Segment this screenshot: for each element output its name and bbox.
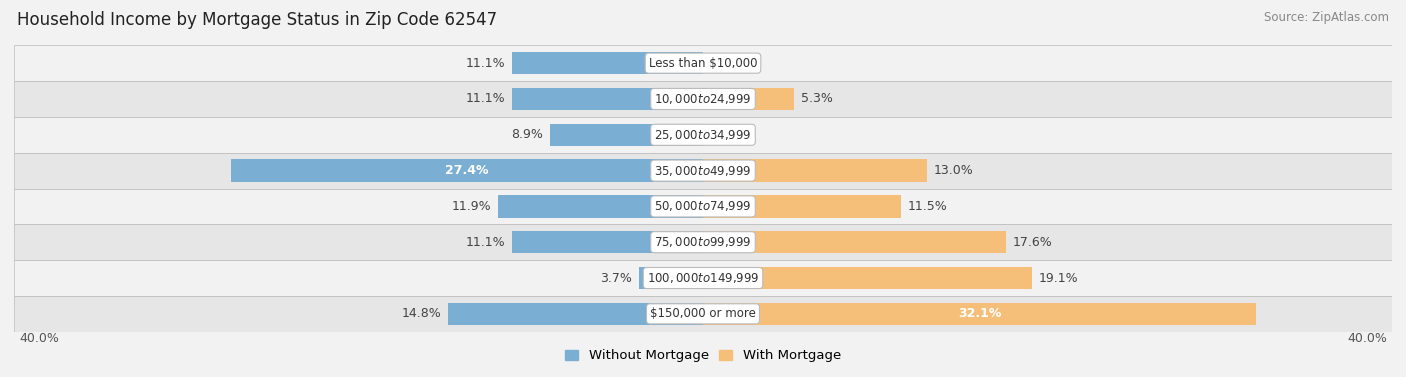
Text: $150,000 or more: $150,000 or more [650, 307, 756, 320]
Bar [640, 267, 703, 289]
Text: 11.1%: 11.1% [465, 92, 505, 106]
Text: 11.9%: 11.9% [451, 200, 491, 213]
Text: $100,000 to $149,999: $100,000 to $149,999 [647, 271, 759, 285]
Bar [703, 159, 927, 182]
Text: 14.8%: 14.8% [402, 307, 441, 320]
Bar [14, 117, 1392, 153]
Text: $25,000 to $34,999: $25,000 to $34,999 [654, 128, 752, 142]
Bar [14, 81, 1392, 117]
Text: 27.4%: 27.4% [446, 164, 489, 177]
Bar [14, 188, 1392, 224]
Bar [512, 52, 703, 74]
Text: 3.7%: 3.7% [600, 271, 633, 285]
Bar [14, 260, 1392, 296]
Text: 13.0%: 13.0% [934, 164, 973, 177]
Bar [498, 195, 703, 218]
Text: 11.5%: 11.5% [908, 200, 948, 213]
Bar [14, 153, 1392, 188]
Bar [512, 88, 703, 110]
Bar [14, 45, 1392, 81]
Text: 11.1%: 11.1% [465, 236, 505, 249]
Text: 11.1%: 11.1% [465, 57, 505, 70]
Bar [512, 231, 703, 253]
Bar [14, 296, 1392, 332]
Bar [703, 231, 1007, 253]
Text: 19.1%: 19.1% [1039, 271, 1078, 285]
Text: 40.0%: 40.0% [20, 332, 59, 345]
Bar [14, 224, 1392, 260]
Text: $10,000 to $24,999: $10,000 to $24,999 [654, 92, 752, 106]
Text: 0.0%: 0.0% [710, 128, 742, 141]
Text: $35,000 to $49,999: $35,000 to $49,999 [654, 164, 752, 178]
Bar [449, 303, 703, 325]
Text: Source: ZipAtlas.com: Source: ZipAtlas.com [1264, 11, 1389, 24]
Text: 5.3%: 5.3% [801, 92, 832, 106]
Text: Household Income by Mortgage Status in Zip Code 62547: Household Income by Mortgage Status in Z… [17, 11, 496, 29]
Bar [550, 124, 703, 146]
Text: 17.6%: 17.6% [1012, 236, 1053, 249]
Text: $75,000 to $99,999: $75,000 to $99,999 [654, 235, 752, 249]
Bar [231, 159, 703, 182]
Text: 32.1%: 32.1% [957, 307, 1001, 320]
Bar [703, 195, 901, 218]
Legend: Without Mortgage, With Mortgage: Without Mortgage, With Mortgage [565, 349, 841, 362]
Bar [703, 303, 1256, 325]
Bar [703, 88, 794, 110]
Bar [703, 267, 1032, 289]
Text: 40.0%: 40.0% [1347, 332, 1386, 345]
Text: 0.0%: 0.0% [710, 57, 742, 70]
Text: Less than $10,000: Less than $10,000 [648, 57, 758, 70]
Text: 8.9%: 8.9% [510, 128, 543, 141]
Text: $50,000 to $74,999: $50,000 to $74,999 [654, 199, 752, 213]
